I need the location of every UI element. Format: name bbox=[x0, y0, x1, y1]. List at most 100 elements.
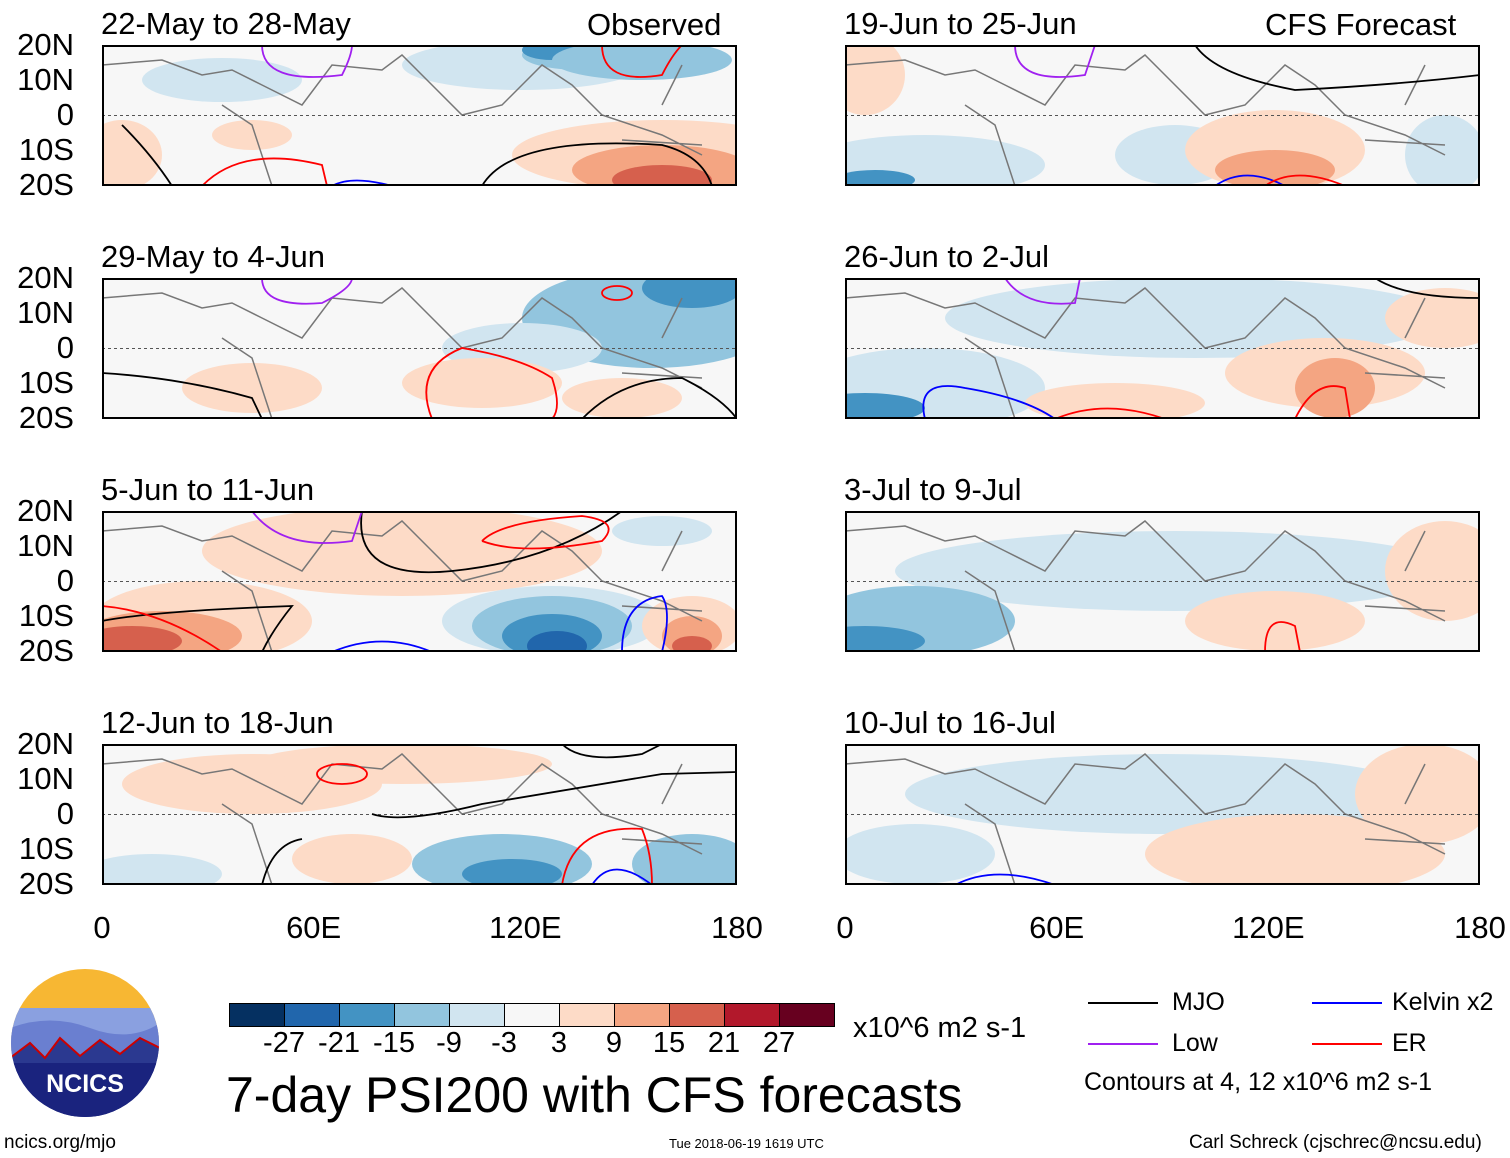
shading-region bbox=[102, 854, 222, 885]
legend-line-low bbox=[1088, 1043, 1158, 1045]
map-panel-observed-1 bbox=[102, 278, 737, 419]
legend-label-kelvin: Kelvin x2 bbox=[1392, 988, 1494, 1016]
wave-contour bbox=[201, 157, 328, 186]
shading-region bbox=[632, 834, 737, 885]
coastlines bbox=[102, 54, 703, 186]
lat-label: 10N bbox=[17, 295, 74, 330]
lon-label: 120E bbox=[1232, 910, 1305, 945]
lat-label: 20S bbox=[18, 167, 74, 202]
shading-region bbox=[102, 120, 162, 186]
wave-contour bbox=[621, 595, 668, 652]
lat-label: 20S bbox=[18, 400, 74, 435]
panel-title: 3-Jul to 9-Jul bbox=[844, 472, 1022, 507]
wave-contour bbox=[371, 771, 737, 819]
wave-contour bbox=[360, 511, 623, 574]
contour-note: Contours at 4, 12 x10^6 m2 s-1 bbox=[1084, 1068, 1433, 1096]
colorbar-label: 21 bbox=[707, 1027, 741, 1059]
coastlines bbox=[102, 753, 703, 885]
shading-region bbox=[292, 834, 412, 884]
colorbar-swatch bbox=[615, 1004, 670, 1026]
shading-region bbox=[527, 631, 587, 652]
coastlines bbox=[845, 287, 1446, 419]
lat-label: 10S bbox=[18, 365, 74, 400]
lat-label: 20N bbox=[17, 493, 74, 528]
legend-label-er: ER bbox=[1392, 1029, 1427, 1057]
wave-contour bbox=[481, 515, 610, 550]
map-panel-observed-3 bbox=[102, 744, 737, 885]
panel-title: 22-May to 28-May bbox=[101, 6, 351, 41]
wave-contour bbox=[1294, 385, 1351, 419]
wave-contour bbox=[1264, 174, 1346, 186]
colorbar-swatch bbox=[450, 1004, 505, 1026]
wave-contour bbox=[102, 605, 294, 652]
wave-contour bbox=[316, 763, 368, 785]
colorbar-label: 3 bbox=[550, 1027, 568, 1059]
shading-region bbox=[1405, 115, 1480, 186]
colorbar-label: 9 bbox=[605, 1027, 623, 1059]
wave-contour bbox=[601, 45, 683, 78]
colorbar-units: x10^6 m2 s-1 bbox=[853, 1012, 1027, 1044]
lat-label: 20S bbox=[18, 633, 74, 668]
ncics-logo: NCICS bbox=[11, 969, 159, 1117]
wave-contour bbox=[1194, 45, 1480, 91]
colorbar-swatch bbox=[670, 1004, 725, 1026]
wave-contour bbox=[261, 278, 353, 305]
shading-region bbox=[612, 165, 712, 186]
legend-label-low: Low bbox=[1172, 1029, 1218, 1057]
shading-region bbox=[142, 58, 302, 102]
coastlines bbox=[845, 54, 1446, 186]
lon-label: 60E bbox=[286, 910, 342, 945]
shading-region bbox=[845, 824, 995, 884]
lat-label: 10S bbox=[18, 132, 74, 167]
shading-region bbox=[672, 636, 712, 652]
lon-label: 120E bbox=[489, 910, 562, 945]
footer-timestamp: Tue 2018-06-19 1619 UTC bbox=[669, 1136, 824, 1151]
shading-region bbox=[845, 393, 925, 419]
map-panel-observed-2 bbox=[102, 511, 737, 652]
lat-label: 10N bbox=[17, 761, 74, 796]
legend-line-kelvin bbox=[1312, 1002, 1382, 1004]
lon-label: 0 bbox=[93, 910, 111, 945]
colorbar-swatch bbox=[780, 1004, 834, 1026]
wave-contour bbox=[601, 285, 633, 301]
shading-region bbox=[462, 859, 562, 885]
wave-contour bbox=[561, 827, 653, 885]
map-panel-forecast-0 bbox=[845, 45, 1480, 186]
wave-contour bbox=[251, 511, 363, 544]
wave-contour bbox=[1054, 407, 1166, 419]
lat-label: 0 bbox=[56, 796, 74, 831]
colorbar-label: -21 bbox=[318, 1027, 360, 1059]
map-panel-observed-0 bbox=[102, 45, 737, 186]
wave-contour bbox=[481, 142, 713, 186]
svg-text:NCICS: NCICS bbox=[46, 1070, 124, 1098]
lat-label: 20N bbox=[17, 726, 74, 761]
colorbar-label: -9 bbox=[436, 1027, 462, 1059]
wave-contour bbox=[1014, 45, 1096, 78]
lat-label: 10S bbox=[18, 831, 74, 866]
shading-region bbox=[1385, 521, 1480, 621]
coastlines bbox=[845, 753, 1446, 885]
shading-region bbox=[642, 278, 737, 308]
lat-label: 0 bbox=[56, 97, 74, 132]
shading-region bbox=[612, 516, 712, 546]
colorbar-swatch bbox=[395, 1004, 450, 1026]
footer-url[interactable]: ncics.org/mjo bbox=[4, 1132, 116, 1153]
shading-region bbox=[1355, 744, 1480, 844]
wave-contour bbox=[1374, 278, 1480, 299]
wave-contour bbox=[121, 124, 173, 186]
shading-region bbox=[102, 626, 182, 652]
wave-contour bbox=[425, 347, 558, 419]
shading-region bbox=[945, 278, 1445, 358]
colorbar bbox=[229, 1003, 835, 1027]
panel-title: 19-Jun to 25-Jun bbox=[844, 6, 1077, 41]
panel-title: 5-Jun to 11-Jun bbox=[101, 472, 315, 507]
wave-contour bbox=[261, 45, 353, 78]
wave-contour bbox=[1004, 278, 1081, 305]
colorbar-label: -3 bbox=[491, 1027, 517, 1059]
wave-contour bbox=[954, 873, 1056, 885]
shading-region bbox=[552, 45, 732, 80]
shading-region bbox=[1145, 814, 1445, 885]
shading-region bbox=[1185, 591, 1365, 651]
colorbar-swatch bbox=[340, 1004, 395, 1026]
